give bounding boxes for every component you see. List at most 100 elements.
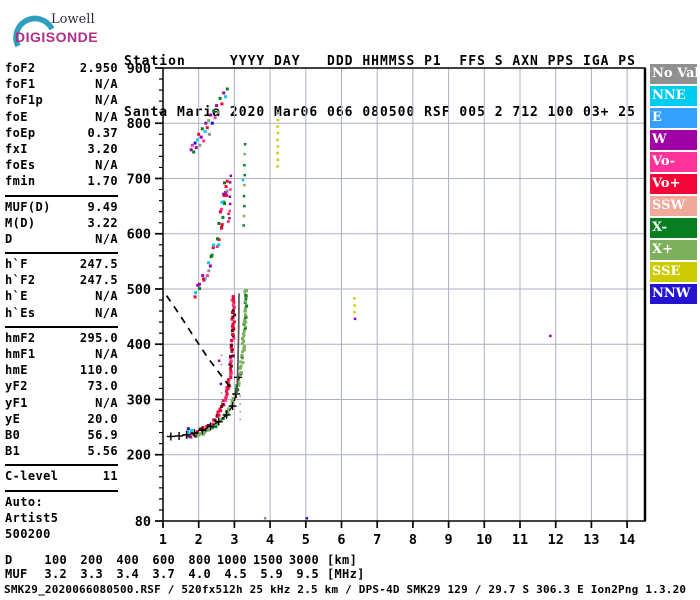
svg-text:200: 200 <box>127 448 151 464</box>
parameter-value: 247.5 <box>79 273 118 288</box>
panel-separator <box>5 325 118 328</box>
legend-item-nne: NNE <box>650 86 697 106</box>
legend-item-x_minus: X- <box>650 218 697 238</box>
parameter-value: N/A <box>95 347 118 361</box>
svg-text:800: 800 <box>127 116 151 132</box>
logo-arc-icon <box>13 15 55 48</box>
svg-text:8: 8 <box>409 532 417 548</box>
svg-text:12: 12 <box>548 532 564 548</box>
parameter-value: 110.0 <box>79 363 118 378</box>
parameter-label: Auto: <box>5 494 44 509</box>
parameter-label: foEs <box>5 158 36 173</box>
parameter-label: h`Es <box>5 305 36 320</box>
parameter-label: h`E <box>5 289 28 304</box>
file-info-footer: SMK29_2020066080500.RSF / 520fx512h 25 k… <box>4 583 687 596</box>
parameter-row: h`Es N/A <box>5 306 118 322</box>
row-cell: 9.5 <box>296 567 319 581</box>
parameter-value: 3.20 <box>87 141 118 156</box>
svg-text:300: 300 <box>127 392 151 408</box>
parameter-row: h`E N/A <box>5 289 118 305</box>
parameter-value: N/A <box>95 109 118 124</box>
logo-text-lowell: Lowell <box>51 12 95 27</box>
parameter-label: hmE <box>5 363 28 378</box>
parameter-label: yF1 <box>5 395 28 410</box>
parameter-row: MUF(D) 9.49 <box>5 200 118 216</box>
svg-text:9: 9 <box>445 532 453 548</box>
row-cell: 600 <box>152 553 175 567</box>
row-cell: 3000 <box>288 553 319 567</box>
parameter-row: foF1p N/A <box>5 93 118 109</box>
parameter-label: Artist5 <box>5 510 59 525</box>
parameter-value: 5.56 <box>87 444 118 459</box>
legend-item-x_plus: X+ <box>650 240 697 260</box>
parameter-row: B0 56.9 <box>5 428 118 444</box>
parameter-label: foE <box>5 109 28 124</box>
parameter-value: N/A <box>95 93 118 108</box>
parameter-row: h`F2 247.5 <box>5 273 118 289</box>
parameter-value: N/A <box>95 395 118 410</box>
parameter-row: yF2 73.0 <box>5 379 118 395</box>
row-cell: 1000 <box>216 553 247 567</box>
row-cell: 800 <box>188 553 211 567</box>
parameter-value: 1.70 <box>87 174 118 189</box>
parameter-row: Auto: <box>5 495 118 511</box>
parameter-value: N/A <box>95 289 118 304</box>
legend-item-e: E <box>650 108 697 128</box>
parameter-value: 247.5 <box>79 257 118 272</box>
parameter-label: yE <box>5 411 21 426</box>
parameter-label: MUF(D) <box>5 199 51 214</box>
row-cell: 3.2 <box>44 567 67 581</box>
parameter-label: h`F2 <box>5 273 36 288</box>
parameter-label: hmF1 <box>5 347 36 361</box>
parameter-value: 9.49 <box>87 199 118 214</box>
parameter-label: yF2 <box>5 379 28 394</box>
parameter-row: hmF2 295.0 <box>5 331 118 347</box>
legend-item-nnw: NNW <box>650 284 697 304</box>
row-cell: 3.4 <box>116 567 139 581</box>
parameter-label: D <box>5 231 13 246</box>
svg-text:80: 80 <box>135 514 151 530</box>
row-cell: 3.3 <box>80 567 103 581</box>
parameter-label: foF1 <box>5 77 36 92</box>
d-row: D 100 200 400 600 800 1000 1500 3000 [km] <box>5 553 365 567</box>
parameter-row: foF1 N/A <box>5 77 118 93</box>
parameter-value: N/A <box>95 77 118 92</box>
parameter-label: foF1p <box>5 93 44 108</box>
scaled-parameters-panel: foF2 2.950 foF1 N/A foF1p N/A foE N/A foEp 0.37 fx… <box>5 61 118 543</box>
parameter-value: 56.9 <box>87 427 118 442</box>
svg-text:2: 2 <box>195 532 203 548</box>
row-cell: 400 <box>116 553 139 567</box>
parameter-value: 20.0 <box>87 411 118 426</box>
svg-text:3: 3 <box>230 532 238 548</box>
direction-color-legend: No Val NNE E W Vo- Vo+ SSW X- X+ SSE NNW <box>650 64 697 306</box>
parameter-label: foF2 <box>5 61 36 75</box>
svg-text:5: 5 <box>302 532 310 548</box>
row-cell: 200 <box>80 553 103 567</box>
svg-text:11: 11 <box>512 532 528 548</box>
parameter-row: fxI 3.20 <box>5 142 118 158</box>
panel-separator <box>5 464 118 467</box>
parameter-label: C-level <box>5 469 59 484</box>
parameter-row: Artist5 <box>5 511 118 527</box>
parameter-row: fmin 1.70 <box>5 174 118 190</box>
row-unit: [MHz] <box>327 567 365 581</box>
parameter-value: N/A <box>95 305 118 320</box>
legend-item-vo_minus: Vo- <box>650 152 697 172</box>
parameter-label: fmin <box>5 174 36 189</box>
parameter-label: foEp <box>5 125 36 140</box>
parameter-row: yF1 N/A <box>5 396 118 412</box>
svg-text:1: 1 <box>159 532 167 548</box>
svg-text:400: 400 <box>127 337 151 353</box>
parameter-row: foE N/A <box>5 110 118 126</box>
panel-separator <box>5 252 118 255</box>
parameter-row: yE 20.0 <box>5 412 118 428</box>
parameter-value: 3.22 <box>87 215 118 230</box>
parameter-row: 500200 <box>5 527 118 543</box>
parameter-value: N/A <box>95 231 118 246</box>
parameter-label: h`F <box>5 257 28 272</box>
parameter-row: C-level 11 <box>5 469 118 485</box>
parameter-value: 11 <box>102 469 118 484</box>
svg-text:14: 14 <box>619 532 635 548</box>
parameter-row: h`F 247.5 <box>5 257 118 273</box>
